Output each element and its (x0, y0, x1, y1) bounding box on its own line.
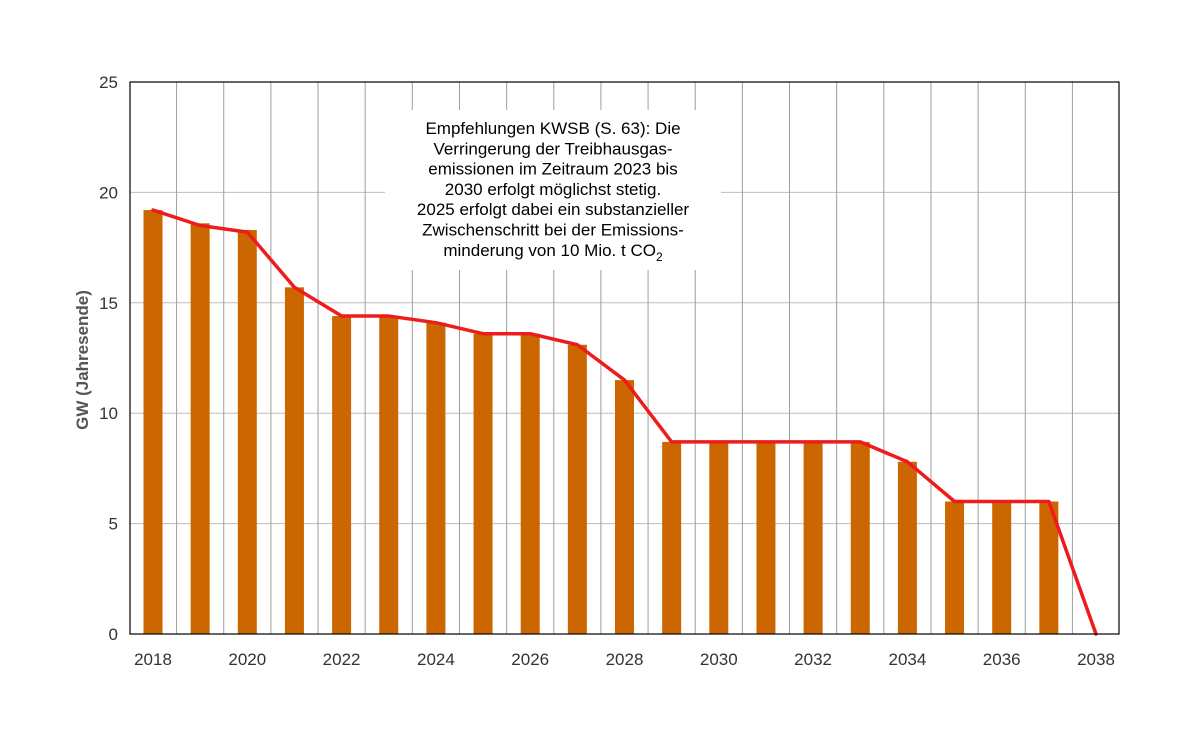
bar-2030 (709, 441, 729, 634)
bar-2033 (850, 441, 870, 634)
x-tick-label: 2022 (323, 650, 361, 669)
x-tick-label: 2020 (228, 650, 266, 669)
bar-2020 (237, 229, 257, 634)
bar-2029 (662, 441, 682, 634)
bar-2025 (473, 333, 493, 634)
annotation-line: 2025 erfolgt dabei ein substanzieller (417, 200, 690, 219)
bar-2035 (945, 501, 965, 634)
annotation-last-text: minderung von 10 Mio. t CO (443, 241, 656, 260)
annotation-line: 2030 erfolgt möglichst stetig. (445, 180, 661, 199)
annotation-text: Empfehlungen KWSB (S. 63): DieVerringeru… (417, 119, 690, 264)
annotation-line: Zwischenschritt bei der Emissions- (422, 221, 684, 240)
annotation-line: emissionen im Zeitraum 2023 bis (428, 160, 677, 179)
plot-frame (129, 81, 1120, 635)
bar-2028 (615, 380, 634, 634)
y-tick-label: 15 (99, 294, 118, 313)
y-tick-label: 10 (99, 404, 118, 423)
bar-2027 (567, 344, 587, 634)
x-tick-label: 2036 (983, 650, 1021, 669)
annotation-box: Empfehlungen KWSB (S. 63): DieVerringeru… (385, 110, 721, 270)
bar-2024 (426, 322, 446, 634)
bar-2022 (332, 316, 352, 634)
line-path (151, 208, 1098, 636)
y-tick-label: 0 (109, 625, 118, 644)
bar-2032 (803, 441, 823, 634)
x-tick-label: 2028 (606, 650, 644, 669)
bar-2023 (379, 316, 399, 634)
bar-2037 (1039, 501, 1059, 634)
x-tick-label: 2034 (888, 650, 926, 669)
annotation-line: Verringerung der Treibhausgas- (433, 139, 672, 158)
x-tick-label: 2026 (511, 650, 549, 669)
bar-2021 (284, 287, 304, 634)
annotation-line: Empfehlungen KWSB (S. 63): Die (425, 119, 680, 138)
x-tick-label: 2038 (1077, 650, 1115, 669)
y-tick-label: 5 (109, 515, 118, 534)
y-tick-label: 20 (99, 183, 118, 202)
line-series (151, 208, 1098, 636)
x-tick-label: 2030 (700, 650, 738, 669)
bar-2026 (520, 333, 540, 634)
y-axis-title: GW (Jahresende) (73, 290, 92, 430)
bar-series (143, 210, 1059, 634)
annotation-background (385, 110, 721, 270)
annotation-line-last: minderung von 10 Mio. t CO2 (443, 241, 663, 264)
bar-2036 (992, 501, 1012, 634)
bar-2031 (756, 441, 776, 634)
x-tick-label: 2018 (134, 650, 172, 669)
x-tick-label: 2024 (417, 650, 455, 669)
x-tick-label: 2032 (794, 650, 832, 669)
bar-2019 (190, 223, 210, 634)
bar-2018 (143, 210, 163, 634)
x-axis-ticks: 2018 2020 2022 2024 2026 2028 2030 2032 2034 2036… (134, 650, 1115, 669)
bar-2034 (897, 461, 917, 634)
y-tick-label: 25 (99, 73, 118, 92)
y-axis-ticks: 0 5 10 15 20 25 (99, 73, 118, 644)
annotation-subscript: 2 (656, 250, 663, 264)
